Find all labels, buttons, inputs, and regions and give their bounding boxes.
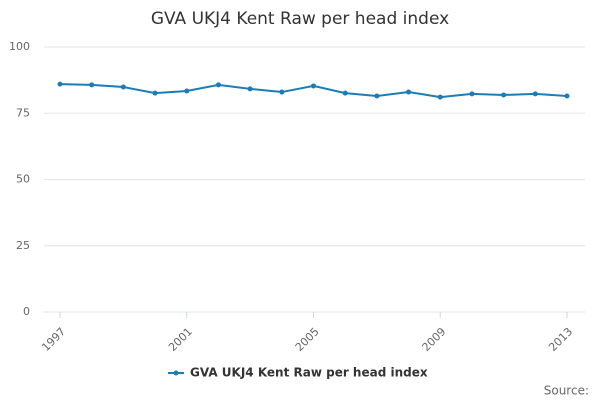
y-tick-label: 100	[9, 40, 30, 53]
data-point	[501, 92, 507, 98]
data-point	[279, 89, 285, 95]
data-point	[342, 90, 348, 96]
data-point	[406, 89, 412, 95]
data-point	[89, 82, 95, 88]
data-point	[374, 93, 380, 99]
data-point	[564, 93, 570, 99]
y-tick-label: 0	[23, 305, 30, 318]
data-point	[120, 84, 126, 90]
legend-marker	[173, 370, 179, 376]
data-point	[437, 94, 443, 100]
x-tick-label: 2013	[546, 325, 575, 354]
data-point	[57, 81, 63, 87]
x-tick-label: 1997	[39, 325, 68, 354]
data-point	[469, 91, 475, 97]
data-point	[184, 88, 190, 94]
data-point	[152, 90, 158, 96]
x-tick-label: 2005	[293, 325, 322, 354]
data-point	[247, 86, 253, 92]
x-tick-label: 2009	[420, 325, 449, 354]
source-label: Source:	[544, 384, 589, 398]
chart-title: GVA UKJ4 Kent Raw per head index	[151, 9, 449, 29]
legend-label: GVA UKJ4 Kent Raw per head index	[190, 366, 428, 380]
x-tick-label: 2001	[166, 325, 195, 354]
data-point	[532, 91, 538, 97]
y-tick-label: 50	[16, 173, 30, 186]
data-point	[311, 83, 316, 89]
data-point	[215, 82, 221, 88]
y-tick-label: 25	[16, 239, 30, 252]
y-tick-label: 75	[16, 106, 30, 119]
